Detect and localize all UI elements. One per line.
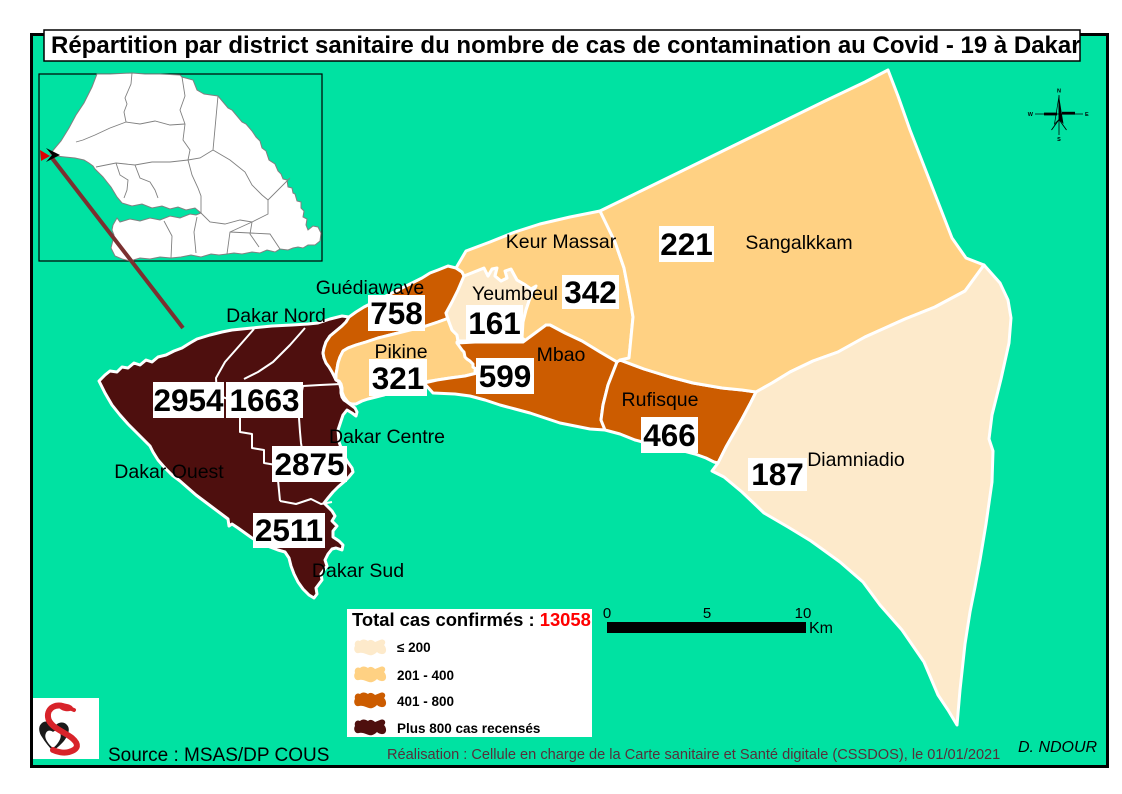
svg-text:D. NDOUR: D. NDOUR (1018, 739, 1098, 756)
svg-text:466: 466 (643, 417, 696, 453)
svg-text:599: 599 (479, 358, 532, 394)
svg-text:Réalisation : Cellule en charg: Réalisation : Cellule en charge de la Ca… (387, 747, 1000, 763)
svg-text:Dakar Nord: Dakar Nord (226, 305, 326, 327)
svg-text:Km: Km (809, 620, 833, 637)
svg-text:221: 221 (660, 226, 713, 262)
svg-text:10: 10 (795, 605, 812, 622)
svg-text:Source : MSAS/DP COUS: Source : MSAS/DP COUS (108, 745, 329, 766)
svg-text:Dakar Centre: Dakar Centre (329, 426, 445, 448)
svg-text:Guédiawaye: Guédiawaye (316, 277, 424, 299)
svg-text:Diamniadio: Diamniadio (807, 449, 905, 471)
svg-text:Dakar Ouest: Dakar Ouest (114, 461, 224, 483)
svg-text:Plus 800 cas recensés: Plus 800 cas recensés (397, 721, 540, 736)
svg-text:Pikine: Pikine (374, 341, 427, 363)
svg-text:Rufisque: Rufisque (622, 389, 699, 411)
svg-text:2511: 2511 (255, 512, 323, 548)
svg-text:0: 0 (603, 605, 611, 622)
svg-text:187: 187 (751, 456, 804, 492)
svg-text:Sangalkkam: Sangalkkam (745, 232, 852, 254)
svg-text:5: 5 (703, 605, 711, 622)
svg-text:Total cas confirmés : 13058: Total cas confirmés : 13058 (352, 609, 591, 630)
svg-text:758: 758 (370, 295, 423, 331)
svg-text:S: S (1057, 137, 1061, 143)
svg-text:Keur Massar: Keur Massar (506, 231, 617, 253)
svg-text:E: E (1085, 112, 1089, 118)
svg-text:342: 342 (564, 274, 617, 310)
svg-text:201 - 400: 201 - 400 (397, 668, 454, 683)
svg-text:161: 161 (468, 305, 521, 341)
svg-text:W: W (1028, 112, 1034, 118)
svg-text:Yeumbeul: Yeumbeul (472, 283, 558, 305)
svg-text:N: N (1057, 89, 1061, 95)
svg-text:2954: 2954 (153, 382, 224, 418)
svg-text:Dakar Sud: Dakar Sud (312, 560, 404, 582)
svg-text:1663: 1663 (229, 382, 299, 418)
svg-text:321: 321 (372, 360, 425, 396)
svg-text:2875: 2875 (274, 446, 344, 482)
svg-text:401 - 800: 401 - 800 (397, 694, 454, 709)
svg-text:≤ 200: ≤ 200 (397, 640, 431, 655)
svg-text:Répartition par district sanit: Répartition par district sanitaire du no… (51, 32, 1081, 59)
svg-text:Mbao: Mbao (537, 344, 586, 366)
